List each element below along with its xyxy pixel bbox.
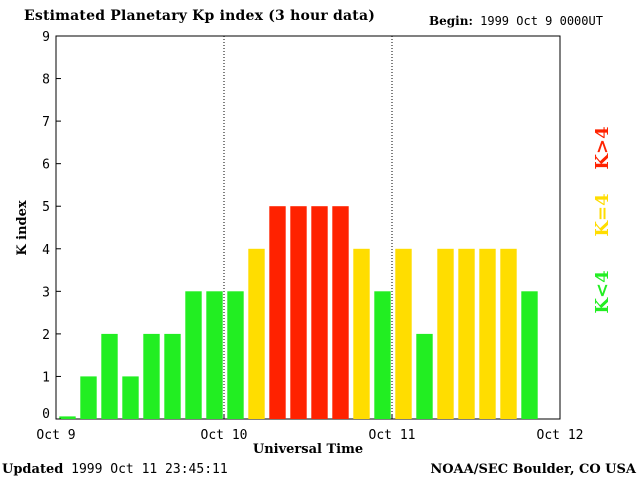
credit-text: NOAA/SEC Boulder, CO USA <box>430 462 636 477</box>
y-tick-label: 0 <box>42 407 50 422</box>
kp-bar <box>185 291 202 419</box>
kp-bar <box>479 248 496 419</box>
y-tick-label: 5 <box>42 200 50 215</box>
x-tick-label: Oct 11 <box>369 428 416 443</box>
bars-group <box>59 206 538 419</box>
kp-bar <box>59 416 76 419</box>
kp-bar <box>311 206 328 419</box>
kp-bar <box>521 291 538 419</box>
y-tick-label: 4 <box>42 243 50 258</box>
kp-bar <box>206 291 223 419</box>
kp-bar <box>458 248 475 419</box>
kp-bar <box>101 333 118 419</box>
kp-bar <box>290 206 307 419</box>
y-tick-label: 2 <box>42 328 50 343</box>
day-dividers <box>223 36 393 419</box>
kp-bar <box>374 291 391 419</box>
x-tick-label: Oct 9 <box>36 428 75 443</box>
kp-bar <box>227 291 244 419</box>
x-tick-label: Oct 10 <box>201 428 248 443</box>
kp-bar <box>416 333 433 419</box>
x-axis-title: Universal Time <box>253 442 363 457</box>
kp-bar <box>269 206 286 419</box>
y-tick-label: 9 <box>42 30 50 45</box>
y-tick-label: 8 <box>42 73 50 88</box>
begin-label: Begin: <box>429 14 473 28</box>
legend-entry: K=4 <box>592 193 613 236</box>
kp-bar <box>395 248 412 419</box>
updated-label: Updated <box>2 462 64 477</box>
kp-bar <box>164 333 181 419</box>
begin-info: Begin: 1999 Oct 9 0000UT <box>429 14 603 28</box>
legend-entry: K>4 <box>592 126 613 169</box>
y-tick-label: 3 <box>42 285 50 300</box>
y-tick-label: 6 <box>42 158 50 173</box>
begin-value: 1999 Oct 9 0000UT <box>480 14 603 28</box>
kp-bar <box>248 248 265 419</box>
x-axis-ticks: Oct 9 Oct 10 Oct 11 Oct 12 <box>36 414 583 443</box>
x-tick-label: Oct 12 <box>537 428 584 443</box>
kp-bar <box>143 333 160 419</box>
legend-entry: K<4 <box>592 270 613 313</box>
plot-area <box>55 35 561 420</box>
y-axis-title: K index <box>15 200 30 256</box>
kp-bar <box>80 376 97 419</box>
y-tick-label: 1 <box>42 370 50 385</box>
updated-info: Updated 1999 Oct 11 23:45:11 <box>2 462 228 477</box>
kp-bar <box>437 248 454 419</box>
chart-title: Estimated Planetary Kp index (3 hour dat… <box>24 8 376 24</box>
y-axis-ticks: 0 1 2 3 4 5 6 7 8 9 <box>42 30 61 422</box>
kp-bar <box>500 248 517 419</box>
y-tick-label: 7 <box>42 115 50 130</box>
updated-value: 1999 Oct 11 23:45:11 <box>71 462 228 477</box>
kp-bar <box>122 376 139 419</box>
kp-bar <box>332 206 349 419</box>
kp-bar <box>353 248 370 419</box>
legend: K<4 K=4 K>4 <box>592 126 613 313</box>
